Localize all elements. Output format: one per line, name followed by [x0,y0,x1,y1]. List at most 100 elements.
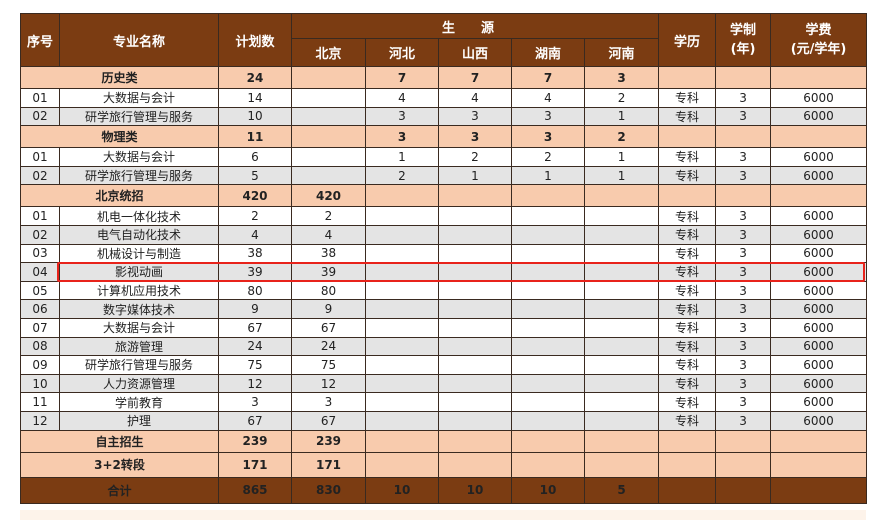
category-label: 北京统招 [20,184,219,208]
fee-cell: 6000 [770,147,868,167]
major-cell: 机电一体化技术 [59,206,219,226]
category-label: 3+2转段 [20,451,219,478]
category-row: 历史类 24 7 7 7 3 [20,66,868,89]
duration-cell [715,66,772,89]
province-count-cell [511,280,585,301]
duration-cell: 3 [715,147,772,167]
province-count-cell [291,106,366,127]
fee-cell: 6000 [770,317,868,338]
province-count-cell [365,451,439,478]
province-count-cell [583,317,660,338]
education-cell: 专科 [658,299,717,319]
total-label: 合计 [20,476,219,504]
province-count-cell: 38 [291,243,366,264]
province-count-cell: 3 [438,125,512,149]
table-row-highlighted: 04 影视动画 39 39 专科 3 6000 [20,262,868,282]
plan-cell: 865 [218,476,292,504]
major-cell: 大数据与会计 [59,147,219,167]
province-count-cell [365,262,439,282]
seq-cell: 11 [20,392,60,412]
plan-cell: 67 [218,317,292,338]
seq-cell: 12 [20,410,60,431]
table-row: 01 大数据与会计 14 4 4 4 2 专科 3 6000 [20,88,868,108]
province-count-cell [438,317,512,338]
province-count-cell [583,262,660,282]
province-count-cell [583,373,660,394]
province-count-cell [291,66,366,89]
province-count-cell [365,355,439,375]
duration-cell [715,451,772,478]
table-row: 02 研学旅行管理与服务 5 2 1 1 1 专科 3 6000 [20,165,868,186]
table-body: 历史类 24 7 7 7 3 01 大数据与会计 14 4 4 4 2 专科 3 6000 02 研学旅行管理与服… [20,66,868,504]
seq-cell: 04 [20,262,60,282]
fee-cell: 6000 [770,410,868,431]
header-province: 山西 [438,38,512,67]
province-count-cell: 2 [291,206,366,226]
fee-cell: 6000 [770,373,868,394]
province-count-cell [438,410,512,431]
major-cell: 护理 [59,410,219,431]
province-count-cell [583,429,660,453]
fee-cell: 6000 [770,165,868,186]
province-count-cell [438,206,512,226]
province-count-cell: 7 [438,66,512,89]
table-row: 01 大数据与会计 6 1 2 2 1 专科 3 6000 [20,147,868,167]
province-count-cell [365,429,439,453]
seq-cell: 06 [20,299,60,319]
province-count-cell [365,299,439,319]
province-count-cell [438,373,512,394]
enrollment-plan-table: 序号 专业名称 计划数 生 源 学历 学制 (年) 学费 (元/学年) 北京 河… [20,13,868,504]
category-row: 物理类 11 3 3 3 2 [20,125,868,149]
header-plan: 计划数 [218,13,292,67]
province-count-cell [511,299,585,319]
seq-cell: 08 [20,336,60,357]
fee-cell [770,451,868,478]
plan-cell: 12 [218,373,292,394]
header-major: 专业名称 [59,13,219,67]
province-count-cell: 7 [511,66,585,89]
province-count-cell: 9 [291,299,366,319]
header-education: 学历 [658,13,717,67]
plan-cell: 80 [218,280,292,301]
education-cell [658,429,717,453]
duration-cell: 3 [715,88,772,108]
province-count-cell [583,336,660,357]
seq-cell: 01 [20,88,60,108]
province-count-cell: 67 [291,410,366,431]
province-count-cell: 4 [438,88,512,108]
fee-cell: 6000 [770,355,868,375]
education-cell: 专科 [658,106,717,127]
province-count-cell [583,410,660,431]
province-count-cell [583,299,660,319]
province-count-cell: 39 [291,262,366,282]
major-cell: 电气自动化技术 [59,224,219,245]
education-cell [658,125,717,149]
province-count-cell [583,392,660,412]
header-province-row: 北京 河北 山西 湖南 河南 [21,38,867,67]
major-cell: 旅游管理 [59,336,219,357]
province-count-cell: 3 [438,106,512,127]
province-count-cell: 171 [291,451,366,478]
fee-cell: 6000 [770,392,868,412]
fee-cell: 6000 [770,224,868,245]
province-count-cell [583,243,660,264]
fee-cell [770,66,868,89]
plan-cell: 4 [218,224,292,245]
fee-cell: 6000 [770,106,868,127]
province-count-cell [583,184,660,208]
plan-cell: 3 [218,392,292,412]
seq-cell: 07 [20,317,60,338]
major-cell: 大数据与会计 [59,88,219,108]
province-count-cell: 3 [365,106,439,127]
plan-cell: 11 [218,125,292,149]
duration-cell [715,429,772,453]
province-count-cell [365,243,439,264]
province-count-cell [365,280,439,301]
fee-cell: 6000 [770,88,868,108]
province-count-cell [291,125,366,149]
plan-cell: 39 [218,262,292,282]
header-source: 生 源 [290,13,660,39]
education-cell: 专科 [658,317,717,338]
duration-cell [715,476,772,504]
major-cell: 研学旅行管理与服务 [59,355,219,375]
